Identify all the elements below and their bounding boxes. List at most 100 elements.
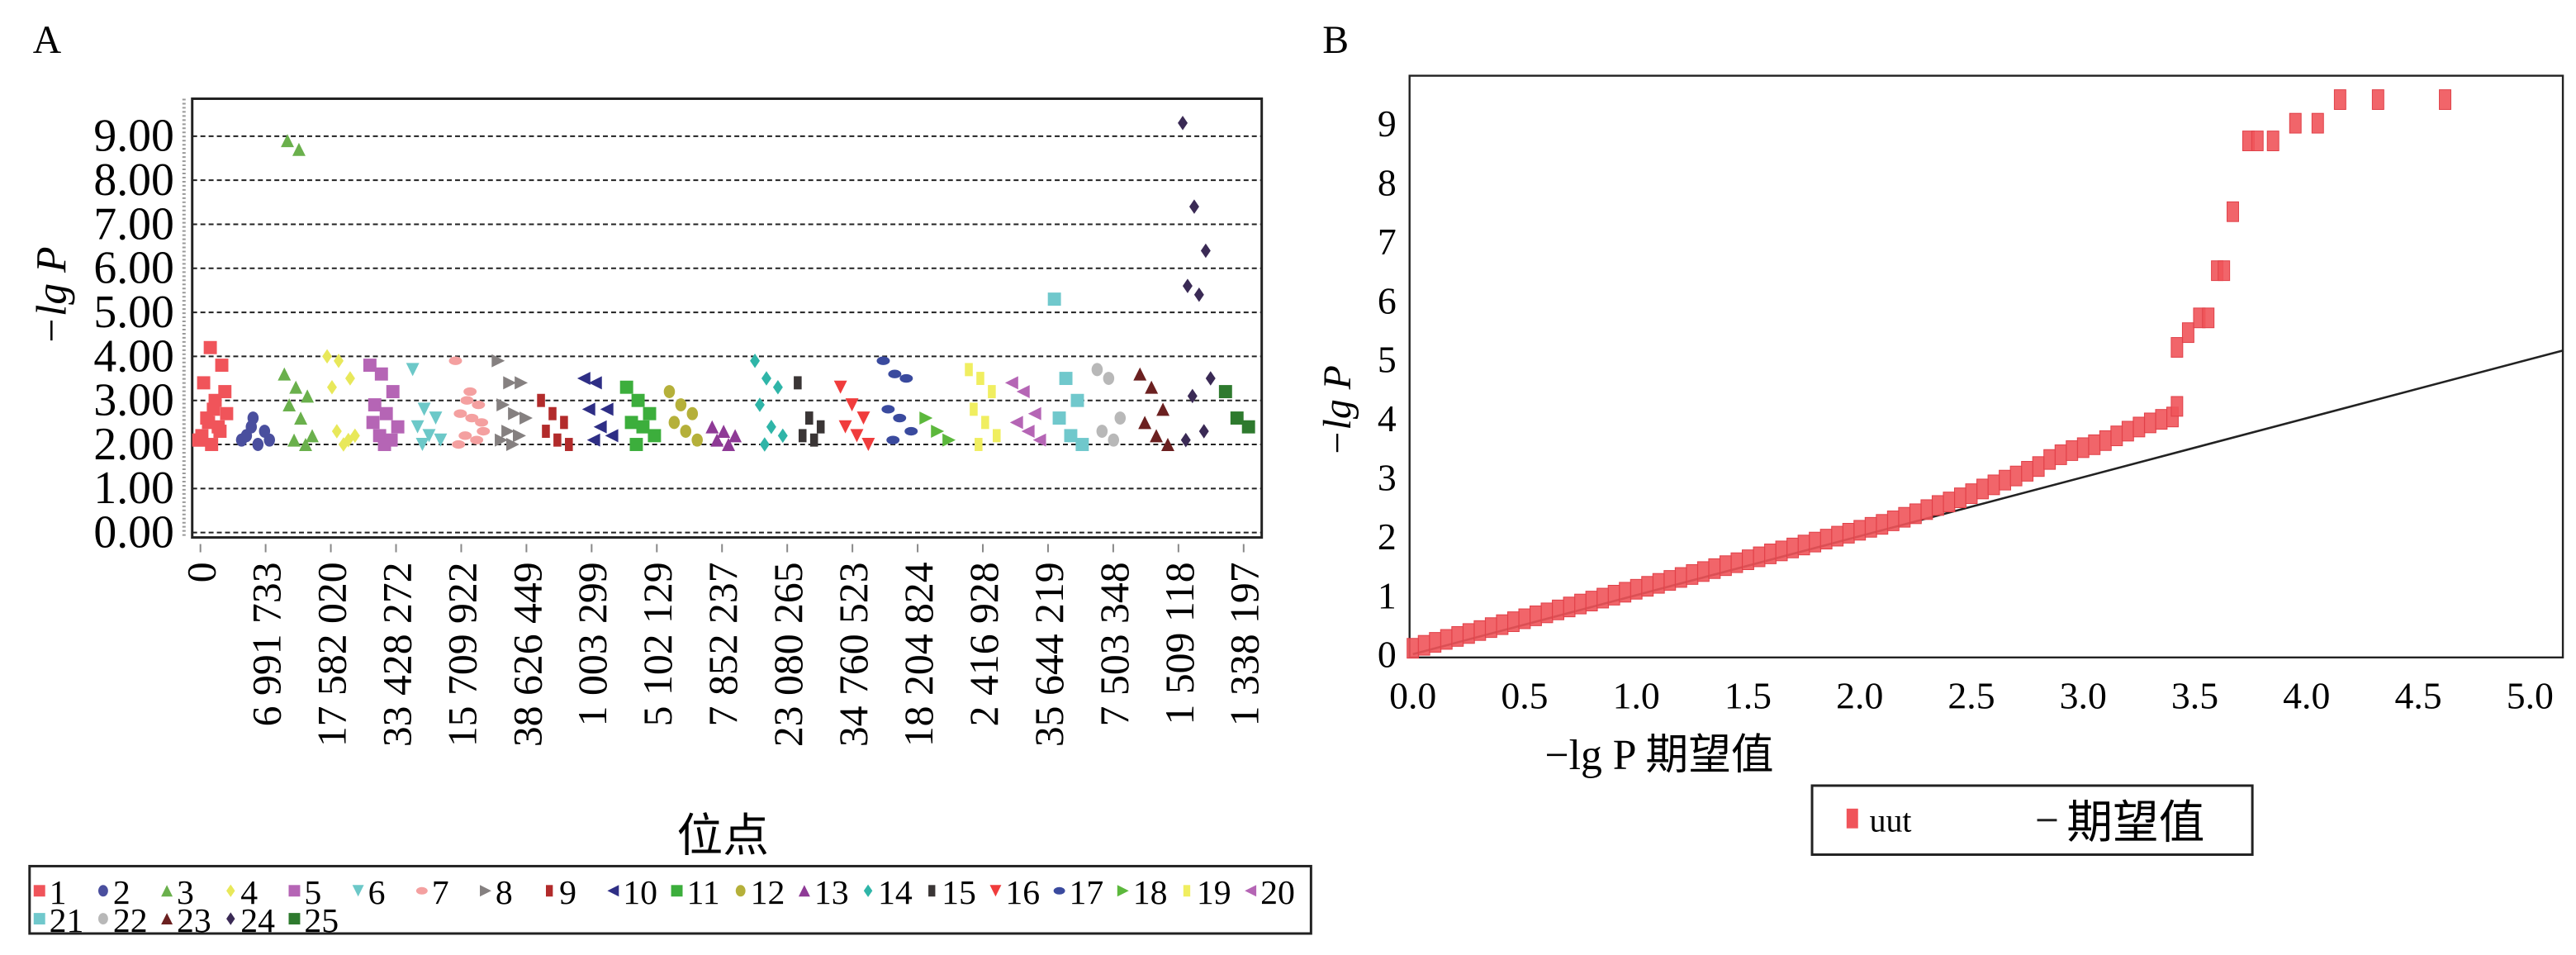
a-x-tick-label: 1 509 118 — [1157, 562, 1203, 725]
b-qq-point — [1417, 634, 1430, 656]
a-legend-marker-5 — [288, 885, 301, 897]
a-legend-label-2: 2 — [113, 874, 130, 912]
b-y-tick-label: 9 — [1378, 102, 1397, 145]
a-point-chr-24 — [1193, 287, 1204, 302]
b-qq-point — [1518, 608, 1531, 630]
a-point-chr-12 — [668, 416, 681, 430]
b-qq-point — [1853, 520, 1867, 541]
a-legend-label-8: 8 — [496, 874, 513, 912]
a-x-tick-label: 15 709 922 — [439, 562, 485, 747]
a-point-chr-10 — [605, 429, 619, 443]
b-qq-point — [2371, 89, 2384, 111]
a-point-chr-8 — [503, 376, 517, 390]
b-legend-label-expected: 期望值 — [2066, 798, 2204, 849]
a-x-tick-labels: 0 6 991 733 17 582 020 33 428 272 15 709 922… — [179, 544, 1268, 747]
a-legend-marker-22 — [98, 913, 108, 925]
a-point-chr-3 — [292, 142, 306, 156]
b-qq-point — [1909, 503, 1922, 525]
b-y-tick-label: 5 — [1378, 339, 1397, 381]
b-x-axis-title: −lg P 期望值 — [1544, 732, 1773, 779]
a-point-chr-22 — [1103, 372, 1115, 386]
a-point-chr-24 — [1188, 199, 1199, 214]
a-point-chr-25 — [1230, 411, 1244, 425]
a-point-chr-4 — [343, 432, 353, 448]
b-qq-point — [1786, 537, 1800, 558]
b-qq-point — [2121, 420, 2134, 442]
a-point-chr-8 — [513, 429, 526, 443]
a-point-chr-7 — [460, 396, 474, 405]
b-qq-point — [2202, 307, 2215, 329]
a-point-chr-6 — [422, 429, 436, 443]
b-qq-point — [1552, 599, 1564, 620]
a-point-chr-24 — [1187, 388, 1198, 404]
a-point-chr-8 — [505, 438, 519, 451]
a-point-chr-23 — [1133, 367, 1147, 381]
a-point-chr-6 — [429, 411, 443, 425]
a-point-chr-9 — [565, 438, 573, 451]
b-qq-point — [1819, 529, 1833, 550]
a-y-tick-label: 9.00 — [93, 111, 173, 162]
a-plot-frame — [191, 97, 1264, 539]
b-qq-point — [1943, 492, 1956, 513]
a-legend-marker-4 — [226, 884, 235, 897]
b-qq-point — [1864, 516, 1877, 538]
b-qq-point — [2054, 444, 2067, 465]
a-point-chr-7 — [452, 439, 466, 449]
a-point-chr-11 — [629, 438, 643, 451]
a-point-chr-4 — [327, 379, 337, 395]
a-point-chr-10 — [586, 433, 600, 447]
a-y-tick-label: 8.00 — [93, 154, 173, 206]
a-legend-marker-24 — [226, 912, 235, 925]
a-point-chr-17 — [876, 356, 890, 365]
a-point-chr-4 — [334, 353, 344, 368]
b-qq-point — [1775, 540, 1788, 562]
a-point-chr-8 — [515, 376, 529, 390]
a-point-chr-10 — [576, 372, 591, 386]
a-point-chr-16 — [861, 438, 875, 451]
a-legend-marker-21 — [33, 913, 45, 925]
a-point-chr-22 — [1096, 425, 1108, 438]
panel-b-qq-plot: B 0 1 2 3 4 5 6 7 8 9 0.0 0.5 1.0 1.5 2.0 2.5 3.0 3.5 4.0… — [1316, 18, 2564, 857]
a-legend-label-20: 20 — [1260, 874, 1295, 912]
a-point-chr-3 — [306, 429, 319, 443]
b-qq-point — [2021, 461, 2034, 482]
a-y-tick-labels: 0.001.002.003.004.005.006.007.008.009.00 — [93, 111, 173, 558]
b-qq-point — [2088, 434, 2101, 455]
a-point-chr-2 — [245, 420, 258, 434]
b-qq-point — [2110, 425, 2123, 447]
b-y-tick-label: 3 — [1378, 457, 1397, 499]
a-point-chr-25 — [1241, 420, 1255, 434]
a-legend-marker-3 — [161, 885, 173, 897]
a-point-chr-21 — [1064, 429, 1078, 443]
a-legend-label-5: 5 — [304, 874, 321, 912]
b-qq-point — [2099, 430, 2112, 451]
a-point-chr-2 — [252, 438, 264, 451]
a-legend-label-10: 10 — [623, 874, 657, 912]
a-legend-marker-10 — [607, 885, 619, 897]
a-point-chr-5 — [374, 367, 388, 381]
b-x-tick-label: 3.0 — [2060, 674, 2107, 716]
a-point-chr-3 — [281, 134, 294, 148]
a-point-chr-4 — [322, 349, 333, 364]
b-qq-point — [1898, 506, 1911, 528]
a-legend-marker-9 — [545, 885, 553, 897]
b-qq-point — [1407, 638, 1420, 659]
a-legend-label-4: 4 — [240, 874, 258, 912]
a-legend-label-22: 22 — [113, 902, 148, 940]
a-point-chr-9 — [537, 393, 545, 407]
a-legend-label-23: 23 — [177, 902, 211, 940]
a-x-tick-label: 1 003 299 — [570, 562, 615, 726]
a-legend-box — [28, 864, 1312, 935]
a-point-chr-20 — [1009, 416, 1023, 430]
a-point-chr-19 — [976, 372, 984, 386]
a-point-chr-2 — [263, 433, 275, 447]
a-legend-label-6: 6 — [368, 874, 386, 912]
b-qq-point — [2043, 449, 2057, 470]
a-legend-marker-16 — [989, 885, 1002, 897]
b-qq-point — [1696, 561, 1710, 582]
b-qq-point — [1674, 567, 1687, 588]
a-legend-marker-7 — [415, 886, 428, 895]
a-legend-label-16: 16 — [1005, 874, 1040, 912]
a-point-chr-14 — [750, 353, 761, 368]
